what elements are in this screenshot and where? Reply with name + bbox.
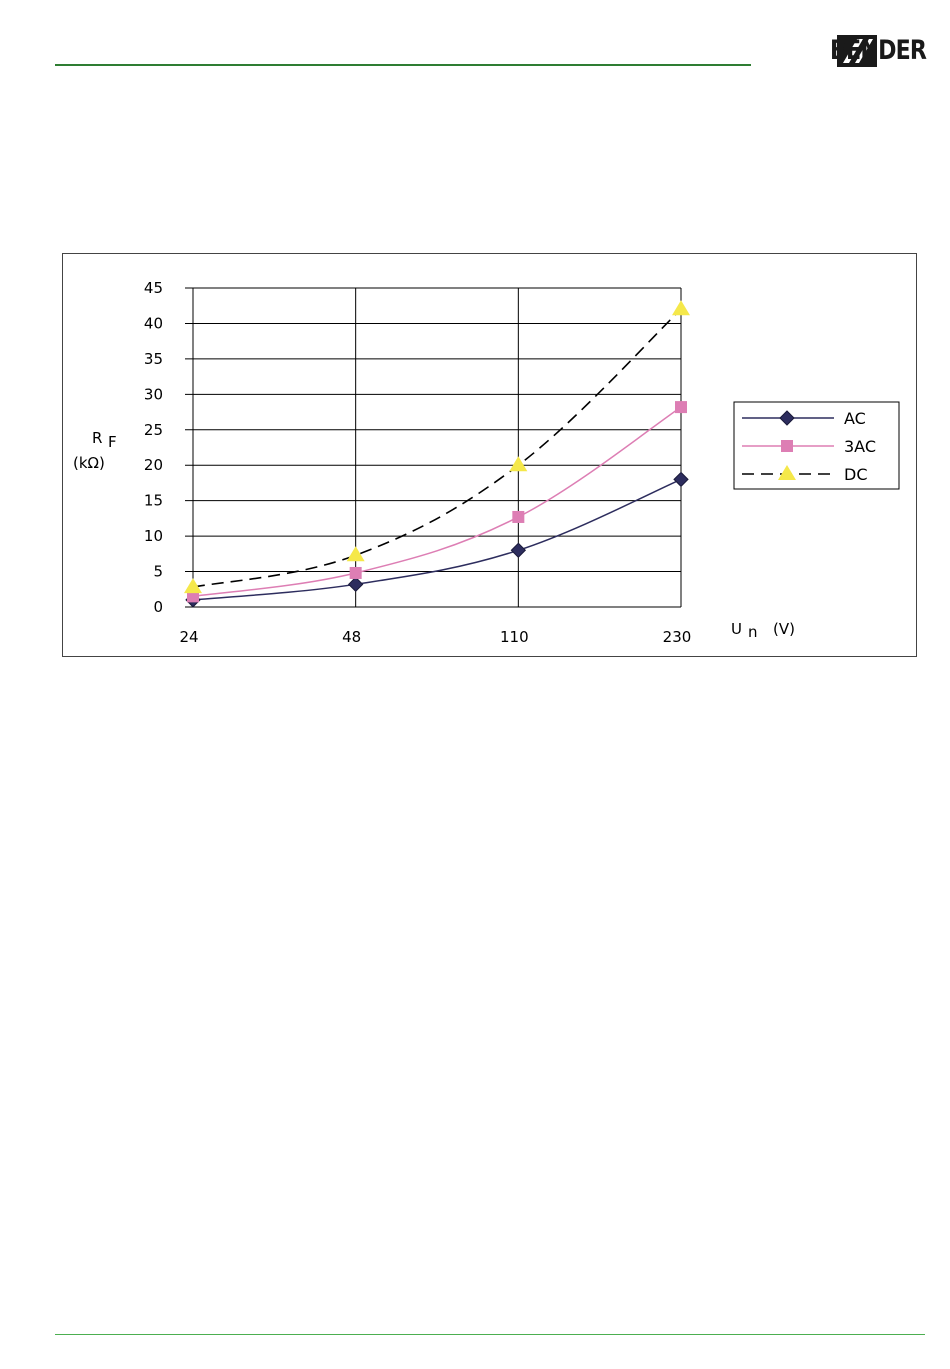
data-point-ac bbox=[510, 542, 527, 558]
ytick-label: 15 bbox=[144, 492, 163, 510]
ytick-label: 40 bbox=[144, 314, 163, 332]
ytick-label: 0 bbox=[153, 598, 163, 616]
legend-label-dc: DC bbox=[844, 465, 868, 484]
xtick-label: 24 bbox=[179, 628, 198, 646]
ytick-label: 45 bbox=[144, 279, 163, 297]
xtick-label: 230 bbox=[663, 628, 692, 646]
data-point-dc bbox=[509, 456, 528, 472]
legend-marker-dc bbox=[778, 465, 796, 480]
ytick-label: 20 bbox=[144, 456, 163, 474]
series-line-dc bbox=[192, 308, 682, 588]
header-rule bbox=[55, 64, 751, 66]
series-line-3ac bbox=[192, 406, 682, 598]
data-point-dc bbox=[672, 300, 690, 316]
y-axis-label-subscript: F bbox=[108, 433, 117, 451]
ytick-label: 25 bbox=[144, 421, 163, 439]
legend-marker-3ac bbox=[781, 440, 793, 452]
ytick-label: 10 bbox=[144, 527, 163, 545]
x-axis-label: U bbox=[731, 620, 742, 638]
data-point-3ac bbox=[187, 590, 199, 603]
xtick-label: 110 bbox=[500, 628, 529, 646]
ytick-label: 35 bbox=[144, 350, 163, 368]
data-point-3ac bbox=[349, 566, 362, 579]
data-point-ac bbox=[673, 471, 689, 488]
x-axis-label-subscript: n bbox=[748, 623, 758, 641]
footer-rule bbox=[55, 1334, 925, 1335]
data-point-dc bbox=[184, 578, 202, 594]
series-line-ac bbox=[192, 478, 682, 601]
y-axis-label: R bbox=[92, 429, 102, 447]
legend-marker-ac bbox=[779, 410, 795, 426]
ytick-label: 5 bbox=[153, 563, 163, 581]
y-axis-unit: (kΩ) bbox=[73, 454, 105, 472]
data-point-dc bbox=[346, 546, 365, 562]
legend-label-3ac: 3AC bbox=[844, 437, 876, 456]
data-point-3ac bbox=[512, 510, 525, 523]
data-point-3ac bbox=[675, 401, 687, 414]
ytick-label: 30 bbox=[144, 385, 163, 403]
legend-label-ac: AC bbox=[844, 409, 866, 428]
rf-voltage-chart: 0 5 10 15 20 25 30 35 40 45 24 48 110 230 R F(kΩ) U n (V) A… bbox=[73, 279, 900, 646]
brand-name: BENDER bbox=[830, 35, 927, 66]
xtick-label: 48 bbox=[342, 628, 361, 646]
bender-logo-icon bbox=[837, 35, 877, 67]
x-axis-unit: (V) bbox=[773, 620, 795, 638]
data-point-ac bbox=[347, 576, 364, 593]
